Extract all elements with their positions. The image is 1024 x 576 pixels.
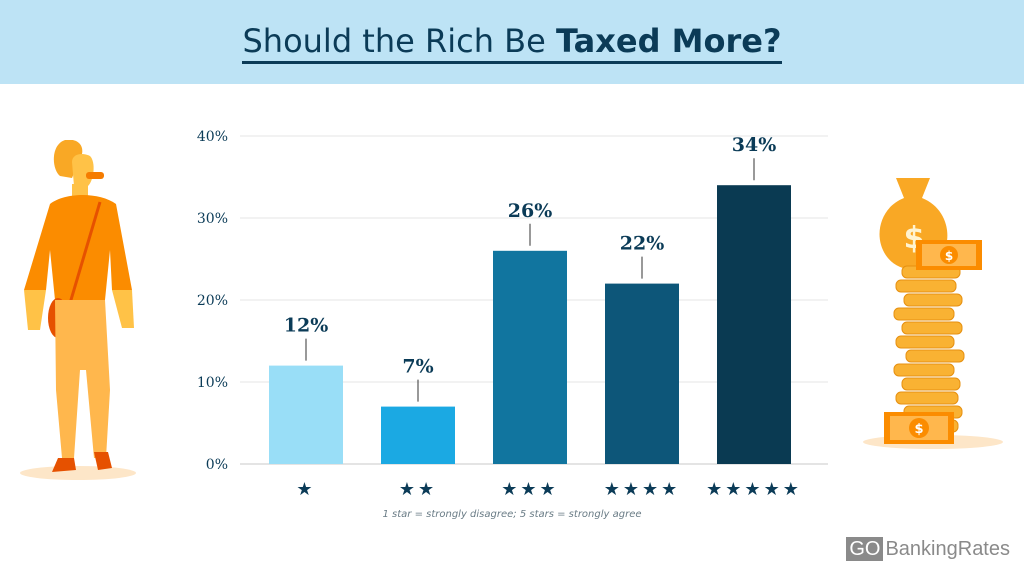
- chart-footnote: 1 star = strongly disagree; 5 stars = st…: [382, 509, 642, 520]
- x-tick-label-stars: ★★★: [501, 479, 558, 500]
- page-title: Should the Rich Be Taxed More?: [0, 22, 1024, 64]
- svg-text:$: $: [945, 249, 953, 263]
- y-tick-label: 40%: [197, 129, 228, 145]
- svg-text:$: $: [914, 422, 923, 437]
- logo-text: BankingRates: [885, 537, 1010, 560]
- x-tick-label-stars: ★★★★★: [706, 479, 802, 500]
- bar: [493, 250, 567, 464]
- x-tick-label-stars: ★★★★: [604, 479, 681, 500]
- bar: [605, 283, 679, 464]
- data-label: 12%: [284, 315, 329, 337]
- logo-go: GO: [846, 537, 884, 561]
- data-label: 22%: [620, 233, 665, 255]
- data-label: 34%: [732, 134, 777, 156]
- x-tick-label-stars: ★★: [399, 479, 437, 500]
- title-bold: Taxed More?: [555, 22, 782, 60]
- bar-chart: 0% 10% 20% 30% 40% 12% ★ 7% ★★ 26% ★★★ 22% ★★★★ 34% ★★…: [197, 129, 828, 500]
- person-illustration: [20, 140, 136, 480]
- money-stack-illustration: $ $ $: [863, 178, 1003, 449]
- x-tick-label-stars: ★: [296, 479, 315, 500]
- header-banner: Should the Rich Be Taxed More?: [0, 0, 1024, 84]
- bar: [269, 365, 343, 464]
- data-label: 7%: [402, 356, 433, 378]
- y-tick-label: 0%: [206, 457, 228, 473]
- bar: [717, 185, 791, 464]
- y-tick-label: 20%: [197, 293, 228, 309]
- gobankingrates-logo: GO BankingRates: [846, 537, 1010, 561]
- y-tick-label: 30%: [197, 211, 228, 227]
- data-label: 26%: [508, 200, 553, 222]
- y-tick-label: 10%: [197, 375, 228, 391]
- bar: [381, 406, 455, 464]
- title-regular: Should the Rich Be: [242, 22, 556, 60]
